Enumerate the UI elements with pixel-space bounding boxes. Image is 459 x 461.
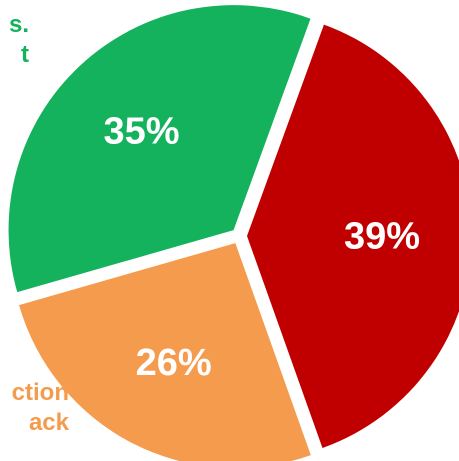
legend-fragment-green: s. t — [9, 10, 29, 70]
pie-slice-label: 26% — [136, 342, 212, 384]
legend-fragment-line: ack — [28, 409, 69, 436]
pie-slices — [8, 5, 459, 461]
pie-slice-label: 35% — [103, 110, 179, 152]
pie-slice-labels: 39% 26% 35% — [103, 110, 420, 384]
legend-fragment-line: t — [21, 41, 29, 68]
pie-slice — [247, 24, 459, 448]
legend-fragment-orange: ction ack — [12, 378, 69, 438]
legend-fragment-line: ction — [11, 379, 69, 406]
pie-slice — [8, 5, 311, 293]
legend-fragment-line: s. — [8, 11, 29, 38]
pie-slice-label: 39% — [344, 215, 420, 257]
pie-slice — [19, 243, 311, 461]
